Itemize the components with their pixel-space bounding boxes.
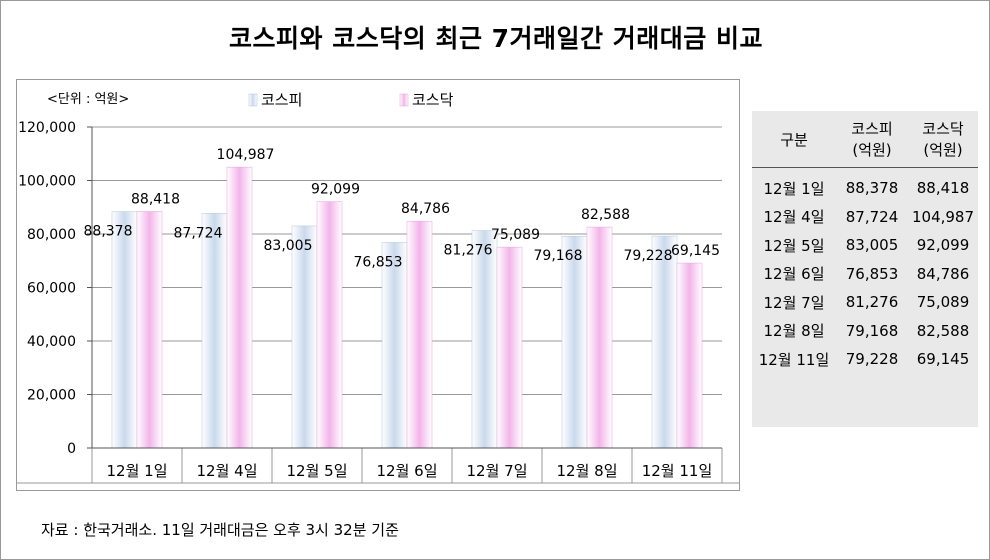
legend-label-kosdaq: 코스닥: [412, 91, 454, 109]
row-kospi-cell: 81,276: [845, 293, 899, 312]
row-kospi-cell: 87,724: [845, 207, 899, 226]
table-row: 12월 6일 76,853 84,786: [752, 260, 978, 289]
header-kospi: 코스피 (억원): [836, 111, 908, 168]
bar-chart: 0 20,000 40,000 60,000 80,000 100,000 120,000 1…: [16, 79, 740, 491]
bar-kospi: [201, 213, 228, 449]
legend-swatch-kospi: [248, 93, 258, 107]
row-kosdaq-cell: 75,089: [916, 293, 970, 312]
bar-kospi: [471, 230, 498, 449]
data-label-kospi: 81,276: [444, 243, 493, 259]
table-row: 12월 7일 81,276 75,089: [752, 288, 978, 317]
row-kosdaq-cell: 92,099: [916, 236, 970, 255]
row-kosdaq-cell: 104,987: [911, 207, 975, 226]
row-kosdaq-cell: 82,588: [916, 321, 970, 340]
y-tick-label: 80,000: [27, 227, 76, 243]
y-tick-label: 40,000: [27, 334, 76, 350]
bar-kospi: [111, 211, 138, 449]
data-label-kospi: 83,005: [264, 238, 313, 254]
data-label-kospi: 79,228: [624, 248, 673, 264]
bar-kospi: [651, 235, 678, 449]
y-tick-label: 100,000: [18, 174, 76, 190]
bar-kosdaq: [586, 226, 613, 449]
bar-kosdaq: [136, 211, 163, 449]
figure-title: 코스피와 코스닥의 최근 7거래일간 거래대금 비교: [229, 24, 763, 53]
row-date-cell: 12월 8일: [763, 322, 825, 341]
bar-kospi: [381, 242, 408, 449]
table-row: 12월 11일 79,228 69,145: [752, 345, 978, 374]
header-kospi-label: 코스피 (억원): [851, 120, 893, 159]
header-category: 구분: [780, 130, 808, 149]
x-tick-label: 12월 11일: [642, 462, 713, 480]
x-tick-label: 12월 5일: [287, 462, 348, 480]
data-label-kospi: 88,378: [84, 224, 133, 240]
table-row: 12월 4일 87,724 104,987: [752, 203, 978, 232]
x-tick-label: 12월 4일: [197, 462, 258, 480]
table-header-row: 구분 코스피 (억원) 코스닥 (억원): [752, 111, 978, 168]
row-kospi-cell: 79,228: [845, 350, 899, 369]
bar-chart-svg: 0 20,000 40,000 60,000 80,000 100,000 120,000 1…: [17, 91, 739, 484]
bar-kospi: [291, 225, 318, 449]
table-row: 12월 8일 79,168 82,588: [752, 317, 978, 346]
x-tick-label: 12월 6일: [377, 462, 438, 480]
legend-swatch-kosdaq: [399, 93, 409, 107]
table-row: 12월 1일 88,378 88,418: [752, 168, 978, 203]
data-label-kosdaq: 75,089: [491, 227, 540, 243]
data-table-panel: 구분 코스피 (억원) 코스닥 (억원) 12월 1일 88,378 88,418 12월…: [752, 111, 978, 427]
row-kosdaq-cell: 69,145: [916, 350, 970, 369]
bar-kospi: [561, 235, 588, 449]
header-kosdaq: 코스닥 (억원): [908, 111, 978, 168]
bar-kosdaq: [406, 220, 433, 449]
data-label-kospi: 79,168: [534, 248, 583, 264]
row-kospi-cell: 76,853: [845, 264, 899, 283]
row-kosdaq-cell: 88,418: [916, 179, 970, 198]
row-date-cell: 12월 7일: [763, 293, 825, 312]
data-label-kospi: 76,853: [354, 254, 403, 270]
y-tick-label: 60,000: [27, 281, 76, 297]
row-date-cell: 12월 6일: [763, 265, 825, 284]
data-label-kosdaq: 88,418: [131, 191, 180, 207]
table-row: 12월 5일 83,005 92,099: [752, 231, 978, 260]
row-date-cell: 12월 4일: [763, 208, 825, 227]
row-date-cell: 12월 5일: [763, 236, 825, 255]
unit-label: <단위 : 억원>: [47, 92, 129, 107]
data-label-kosdaq: 84,786: [401, 201, 450, 217]
x-tick-label: 12월 1일: [107, 462, 168, 480]
data-label-kospi: 87,724: [174, 225, 223, 241]
source-note: 자료 : 한국거래소. 11일 거래대금은 오후 3시 32분 기준: [41, 521, 399, 539]
row-kospi-cell: 83,005: [845, 236, 899, 255]
data-table: 구분 코스피 (억원) 코스닥 (억원) 12월 1일 88,378 88,418 12월…: [752, 111, 978, 374]
row-kospi-cell: 79,168: [845, 321, 899, 340]
data-label-kosdaq: 82,588: [581, 207, 630, 223]
y-tick-label: 20,000: [27, 388, 76, 404]
y-tick-label: 120,000: [18, 120, 76, 136]
header-kosdaq-label: 코스닥 (억원): [922, 120, 964, 159]
bar-kosdaq: [496, 246, 523, 449]
data-label-kosdaq: 69,145: [671, 243, 720, 259]
x-tick-label: 12월 8일: [557, 462, 618, 480]
row-kospi-cell: 88,378: [845, 179, 899, 198]
y-tick-label: 0: [67, 441, 76, 457]
table-body: 12월 1일 88,378 88,418 12월 4일 87,724 104,987 12월…: [752, 168, 978, 374]
data-label-kosdaq: 104,987: [217, 147, 275, 163]
bar-kosdaq: [316, 201, 343, 449]
data-label-kosdaq: 92,099: [311, 182, 360, 198]
bar-kosdaq: [676, 262, 703, 449]
legend-label-kospi: 코스피: [261, 91, 302, 109]
row-kosdaq-cell: 84,786: [916, 264, 970, 283]
bar-kosdaq: [226, 166, 253, 449]
row-date-cell: 12월 1일: [763, 179, 825, 198]
x-tick-label: 12월 7일: [467, 462, 528, 480]
row-date-cell: 12월 11일: [758, 350, 830, 369]
